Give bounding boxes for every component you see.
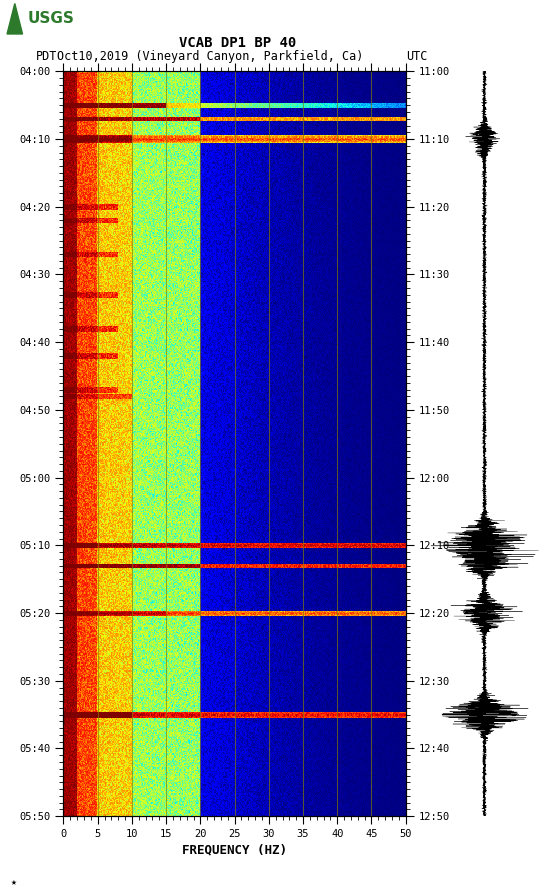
Polygon shape (7, 4, 23, 34)
Text: VCAB DP1 BP 40: VCAB DP1 BP 40 (179, 36, 296, 50)
Text: Oct10,2019 (Vineyard Canyon, Parkfield, Ca): Oct10,2019 (Vineyard Canyon, Parkfield, … (56, 50, 363, 63)
Text: UTC: UTC (406, 50, 427, 63)
Text: USGS: USGS (27, 12, 74, 26)
X-axis label: FREQUENCY (HZ): FREQUENCY (HZ) (182, 844, 287, 856)
Text: PDT: PDT (36, 50, 57, 63)
Text: ★: ★ (11, 877, 17, 887)
